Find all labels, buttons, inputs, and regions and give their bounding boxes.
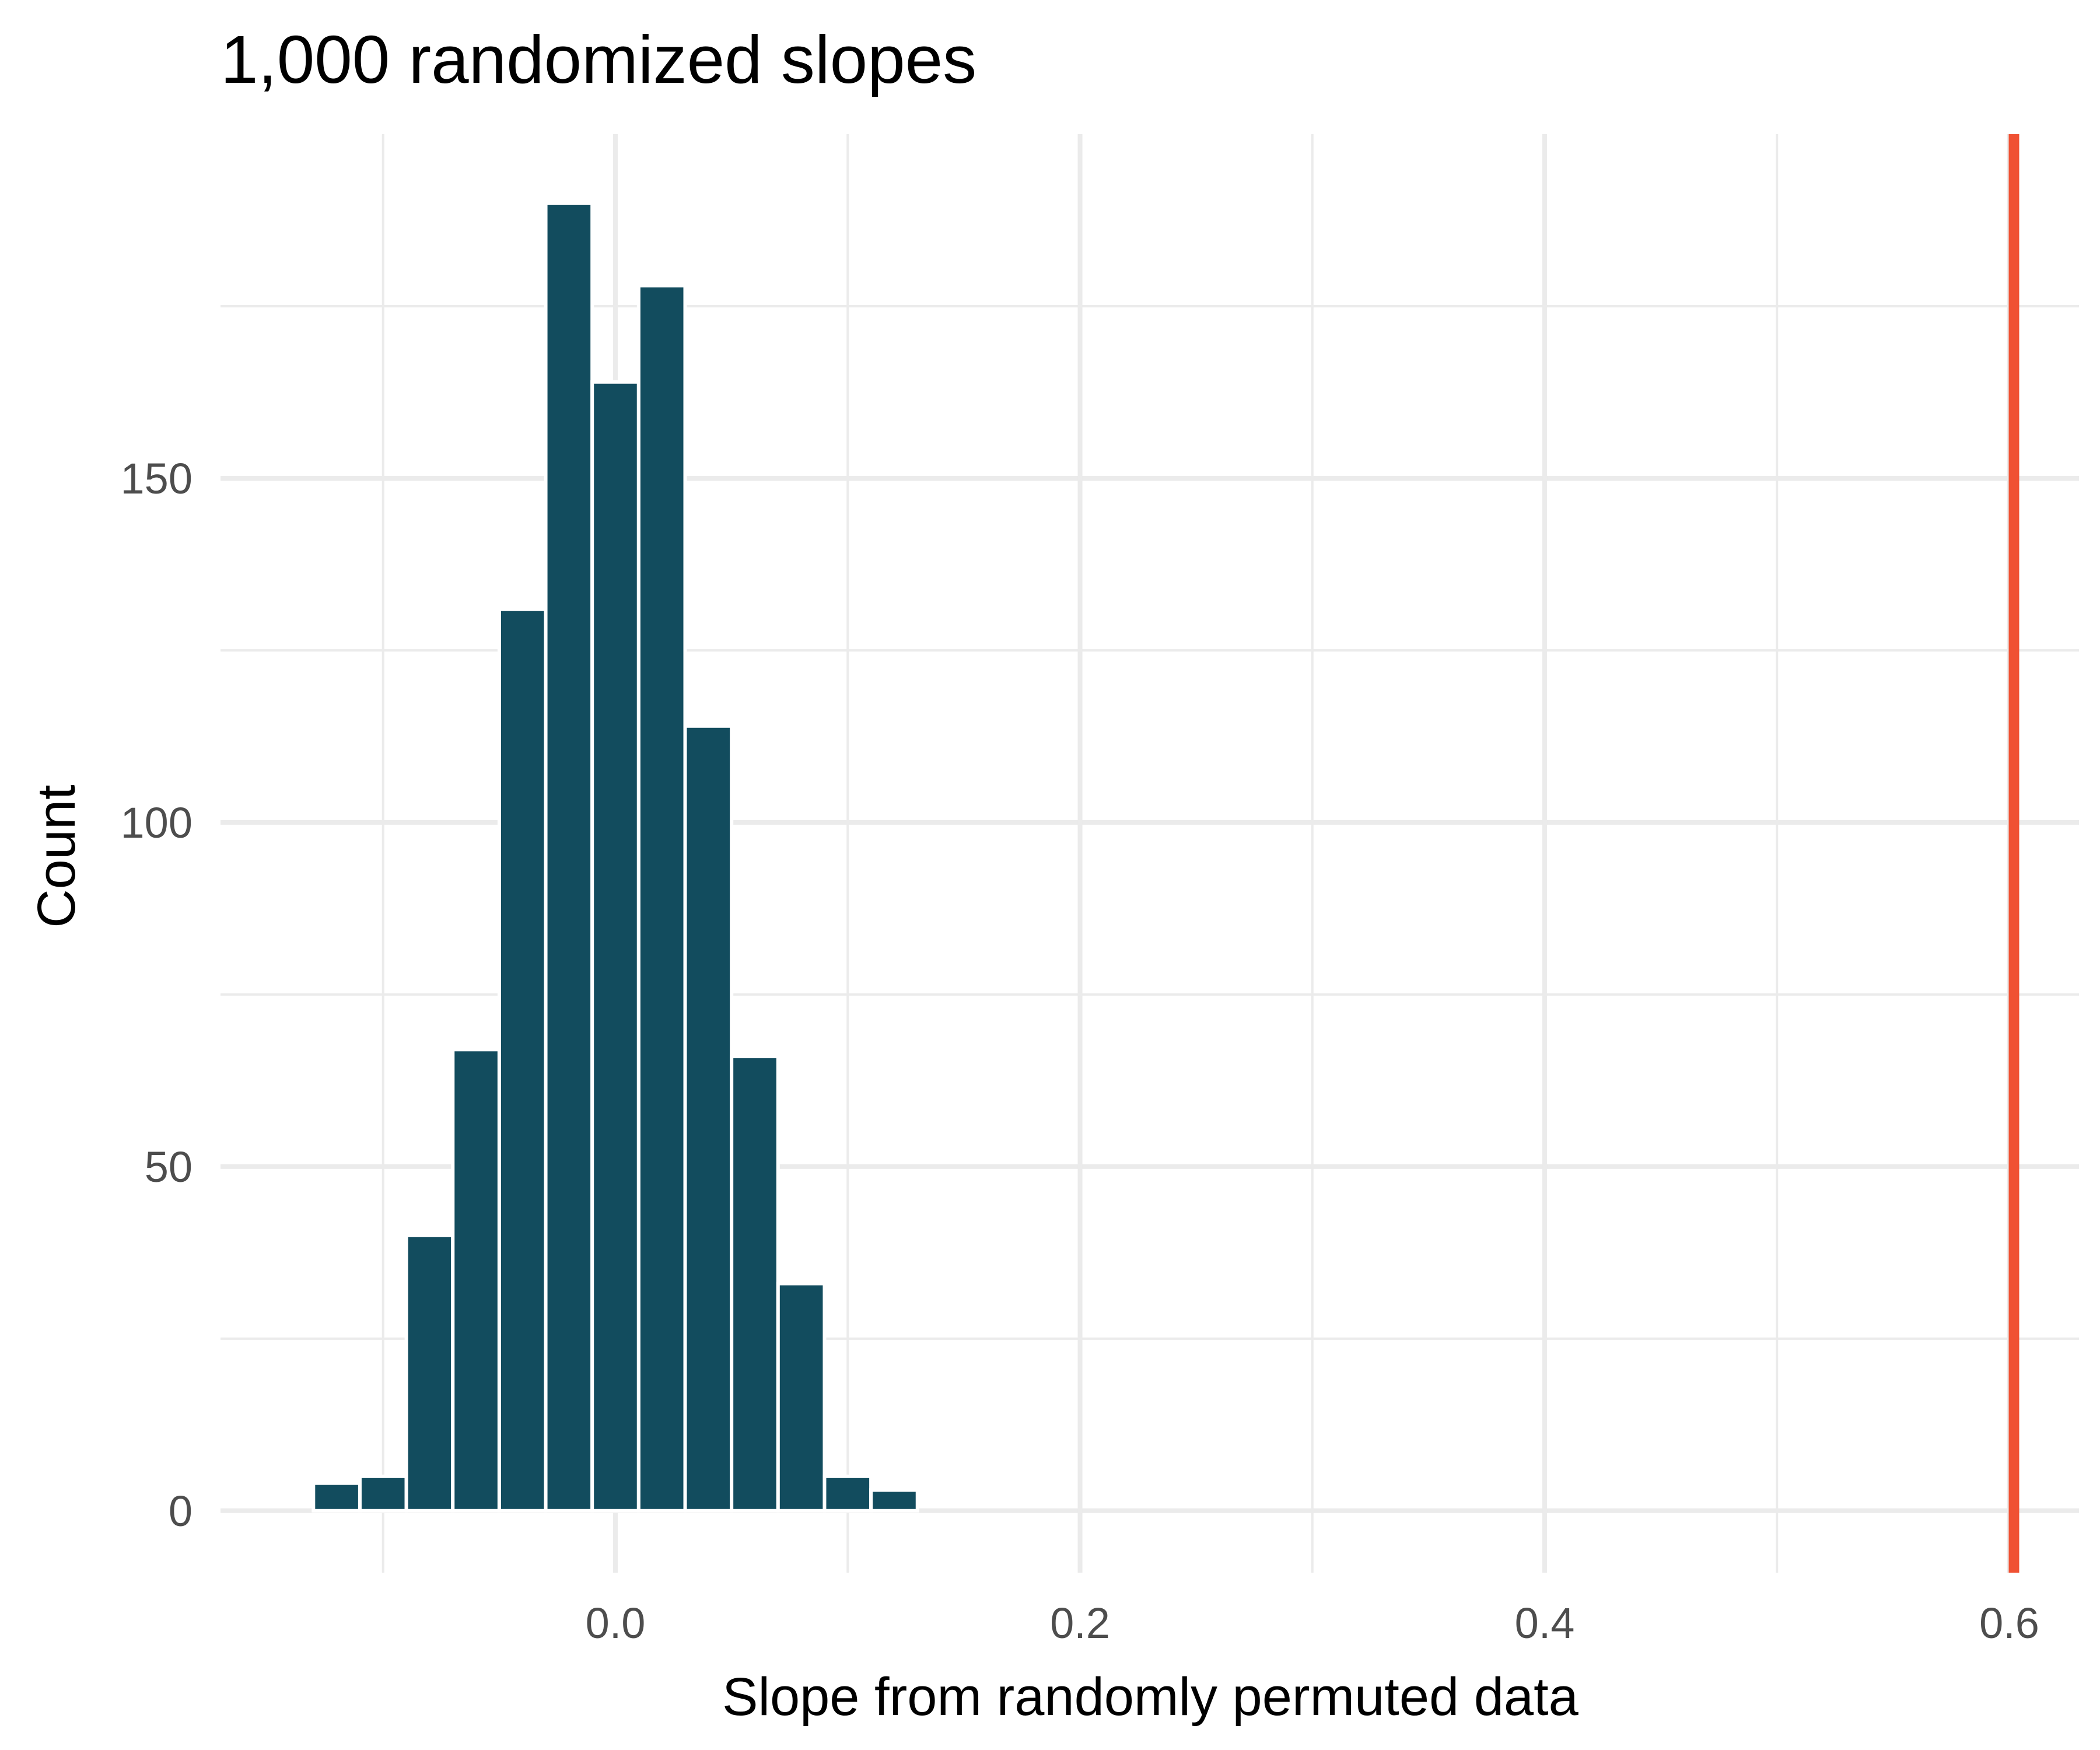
x-tick-label: 0.4	[1515, 1599, 1575, 1647]
y-axis-title: Count	[27, 785, 86, 928]
histogram-bar	[451, 1048, 501, 1513]
histogram-bar	[683, 724, 734, 1513]
y-tick-label: 100	[121, 799, 192, 847]
chart-title: 1,000 randomized slopes	[220, 22, 977, 97]
x-tick-label: 0.0	[586, 1599, 646, 1647]
histogram-bar	[636, 284, 687, 1513]
y-tick-label: 0	[169, 1487, 192, 1535]
histogram-bar	[312, 1481, 362, 1513]
histogram-bar	[404, 1233, 455, 1513]
histogram-bar	[869, 1488, 919, 1513]
histogram-bar	[358, 1474, 408, 1513]
histogram-bar	[730, 1055, 780, 1513]
y-tick-label: 50	[145, 1143, 192, 1191]
histogram-bar	[776, 1282, 827, 1513]
histogram-bar	[590, 380, 640, 1513]
x-tick-label: 0.2	[1050, 1599, 1110, 1647]
histogram-bars	[312, 201, 919, 1513]
histogram-bar	[497, 607, 548, 1513]
x-tick-label: 0.6	[1979, 1599, 2039, 1647]
x-axis-title: Slope from randomly permuted data	[722, 1667, 1578, 1727]
y-tick-label: 150	[121, 454, 192, 503]
histogram-bar	[544, 201, 594, 1513]
histogram-bar	[822, 1474, 873, 1513]
tick-labels: 0.0 0.2 0.4 0.6 0 50 100 150	[121, 454, 2039, 1647]
